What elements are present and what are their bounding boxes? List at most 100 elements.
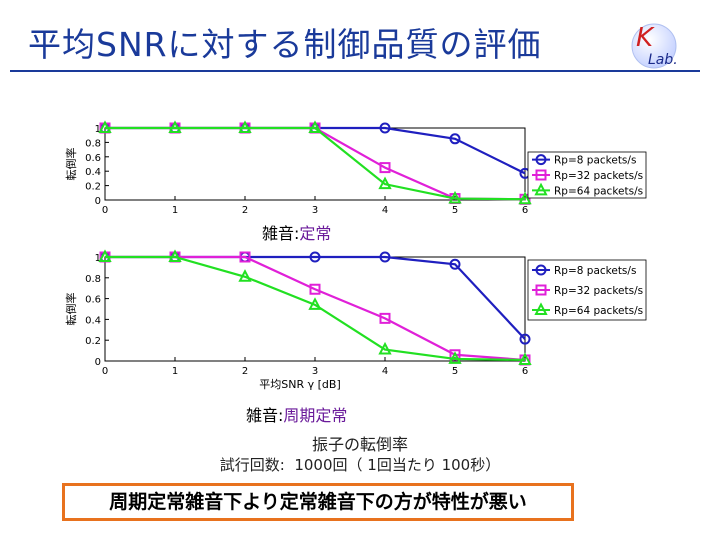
data-point bbox=[519, 193, 531, 205]
legend-label: Rp=64 packets/s bbox=[554, 305, 643, 317]
noise-label-value: 定常 bbox=[299, 224, 332, 243]
x-tick-label: 1 bbox=[172, 366, 178, 377]
y-tick-label: 0.4 bbox=[85, 315, 101, 326]
series-line bbox=[105, 255, 526, 362]
x-tick-label: 2 bbox=[242, 205, 248, 216]
series-2 bbox=[99, 122, 531, 205]
series-2 bbox=[99, 251, 531, 366]
y-axis-label: 転倒率 bbox=[64, 148, 78, 181]
data-point bbox=[99, 251, 111, 263]
series-line bbox=[105, 126, 526, 201]
series-line bbox=[105, 255, 526, 362]
data-point bbox=[99, 122, 111, 134]
legend-label: Rp=8 packets/s bbox=[554, 155, 636, 167]
y-tick-label: 1 bbox=[95, 253, 101, 264]
data-point bbox=[98, 249, 112, 262]
x-tick-label: 4 bbox=[382, 205, 388, 216]
legend: Rp=8 packets/s Rp=32 packets/s Rp=64 packe… bbox=[527, 151, 647, 199]
data-point bbox=[239, 251, 251, 263]
data-point bbox=[379, 312, 391, 324]
data-point bbox=[308, 297, 322, 310]
x-tick-label: 5 bbox=[452, 366, 458, 377]
data-point bbox=[378, 341, 392, 355]
x-tick-label: 2 bbox=[242, 366, 248, 377]
data-point bbox=[98, 120, 112, 133]
data-point bbox=[169, 251, 181, 263]
data-point bbox=[449, 133, 461, 145]
data-point bbox=[308, 120, 322, 133]
lab-logo: K Lab. bbox=[631, 23, 678, 69]
data-point bbox=[518, 352, 532, 365]
data-point bbox=[309, 122, 321, 134]
legend-marker bbox=[534, 302, 548, 315]
legend-box bbox=[527, 259, 647, 321]
data-point bbox=[238, 120, 252, 133]
plot-frame bbox=[104, 127, 526, 201]
data-point bbox=[99, 122, 111, 134]
data-point bbox=[379, 162, 391, 174]
noise-label-periodic: 雑音:周期定常 bbox=[246, 402, 347, 426]
y-tick-label: 0.8 bbox=[85, 274, 101, 285]
data-point bbox=[169, 122, 181, 134]
data-point bbox=[168, 249, 182, 262]
y-axis-label: 転倒率 bbox=[64, 293, 78, 326]
y-tick-label: 0 bbox=[95, 357, 101, 368]
x-tick-label: 6 bbox=[522, 366, 528, 377]
slide-title: 平均SNRに対する制御品質の評価 bbox=[28, 25, 542, 64]
data-point bbox=[379, 251, 391, 263]
x-tick-label: 4 bbox=[382, 366, 388, 377]
legend-label: Rp=32 packets/s bbox=[554, 285, 643, 297]
description-line1: 振子の転倒率 bbox=[311, 435, 408, 454]
data-point bbox=[309, 251, 321, 263]
y-tick-label: 1 bbox=[95, 124, 101, 135]
series-1 bbox=[99, 251, 531, 345]
data-point bbox=[519, 167, 531, 179]
y-tick-label: 0.4 bbox=[85, 167, 101, 178]
series-line bbox=[105, 255, 526, 340]
data-point bbox=[449, 258, 461, 270]
legend-marker bbox=[535, 264, 547, 276]
x-axis-label: 平均SNR γ [dB] bbox=[259, 378, 340, 391]
data-point bbox=[99, 251, 111, 263]
data-point bbox=[378, 176, 392, 190]
noise-label-value: 周期定常 bbox=[283, 406, 348, 425]
series-1 bbox=[99, 122, 531, 179]
data-point bbox=[309, 283, 321, 295]
legend-marker bbox=[535, 154, 547, 166]
data-point bbox=[169, 122, 181, 134]
conclusion-box: 周期定常雑音下より定常雑音下の方が特性が悪い bbox=[62, 483, 574, 521]
y-tick-label: 0 bbox=[95, 196, 101, 207]
data-point bbox=[239, 122, 251, 134]
y-tick-label: 0.2 bbox=[85, 182, 101, 193]
data-point bbox=[519, 333, 531, 345]
data-point bbox=[239, 122, 251, 134]
x-tick-label: 6 bbox=[522, 205, 528, 216]
plot-frame bbox=[104, 256, 526, 362]
data-point bbox=[379, 122, 391, 134]
series-3 bbox=[98, 249, 532, 365]
y-tick-label: 0.2 bbox=[85, 336, 101, 347]
x-tick-label: 0 bbox=[102, 205, 108, 216]
title-underline bbox=[10, 70, 700, 72]
data-point bbox=[169, 251, 181, 263]
y-tick-label: 0.8 bbox=[85, 138, 101, 149]
legend-label: Rp=64 packets/s bbox=[554, 185, 643, 197]
logo-sub: Lab. bbox=[648, 52, 678, 68]
x-tick-label: 1 bbox=[172, 205, 178, 216]
legend-marker bbox=[535, 284, 547, 296]
legend-label: Rp=8 packets/s bbox=[554, 265, 636, 277]
data-point bbox=[238, 269, 252, 282]
data-point bbox=[449, 349, 461, 361]
series-line bbox=[105, 126, 526, 201]
noise-label-stationary: 雑音:定常 bbox=[262, 220, 331, 244]
description-line2: 試行回数: 1000回（ 1回当たり 100秒） bbox=[219, 456, 501, 474]
x-tick-label: 5 bbox=[452, 205, 458, 216]
legend-label: Rp=32 packets/s bbox=[554, 170, 643, 182]
legend: Rp=8 packets/s Rp=32 packets/s Rp=64 packe… bbox=[527, 259, 647, 321]
data-point bbox=[448, 351, 462, 364]
noise-label-key: 雑音: bbox=[246, 406, 284, 425]
data-point bbox=[518, 191, 532, 205]
data-point bbox=[449, 193, 461, 205]
